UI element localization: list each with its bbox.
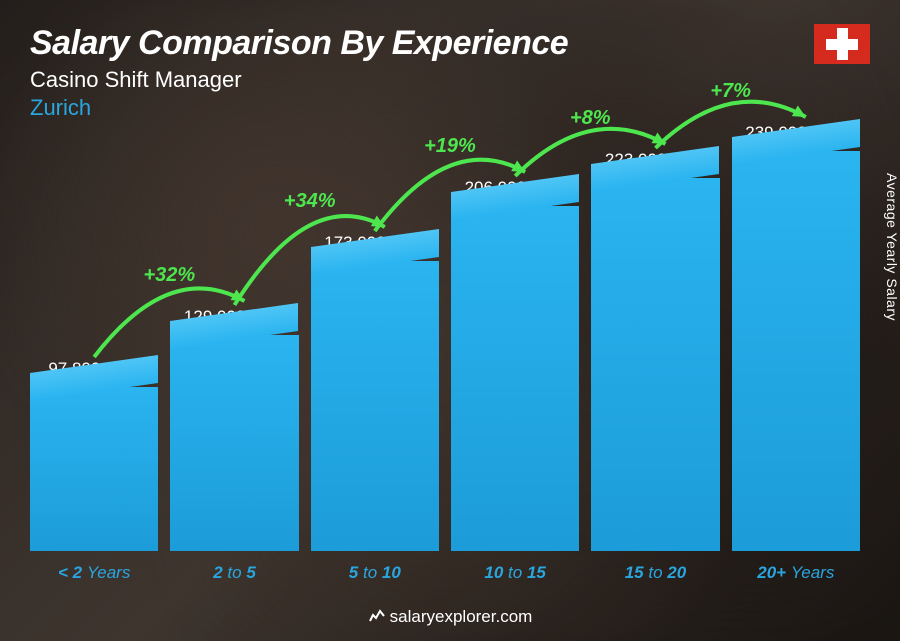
bar-category-label: 15 to 20 (625, 563, 687, 583)
bar-group: 97,800 CHF< 2 Years (30, 359, 158, 583)
y-axis-label: Average Yearly Salary (884, 173, 900, 321)
page-subtitle: Casino Shift Manager (30, 67, 870, 93)
bar-group: 206,000 CHF10 to 15 (451, 178, 579, 583)
footer: salaryexplorer.com (0, 607, 900, 627)
bar-group: 129,000 CHF2 to 5 (170, 307, 298, 583)
bar (170, 335, 298, 551)
page-location: Zurich (30, 95, 870, 121)
bar-group: 173,000 CHF5 to 10 (311, 233, 439, 583)
logo-icon (368, 607, 386, 625)
footer-text: salaryexplorer.com (390, 607, 533, 626)
bar-category-label: 2 to 5 (213, 563, 256, 583)
bar-category-label: 20+ Years (757, 563, 834, 583)
bar (451, 206, 579, 551)
bar-category-label: 10 to 15 (484, 563, 546, 583)
switzerland-flag-icon (814, 24, 870, 64)
bar-category-label: 5 to 10 (349, 563, 401, 583)
bar (591, 178, 719, 551)
flag-cross-horizontal (826, 39, 858, 50)
bar (30, 387, 158, 551)
bar-chart: 97,800 CHF< 2 Years129,000 CHF2 to 5173,… (30, 133, 860, 583)
bar (311, 261, 439, 551)
bar-group: 239,000 CHF20+ Years (732, 123, 860, 583)
content-area: Salary Comparison By Experience Casino S… (0, 0, 900, 641)
bar-category-label: < 2 Years (58, 563, 130, 583)
bar (732, 151, 860, 551)
page-title: Salary Comparison By Experience (30, 24, 870, 63)
bar-group: 223,000 CHF15 to 20 (591, 150, 719, 583)
